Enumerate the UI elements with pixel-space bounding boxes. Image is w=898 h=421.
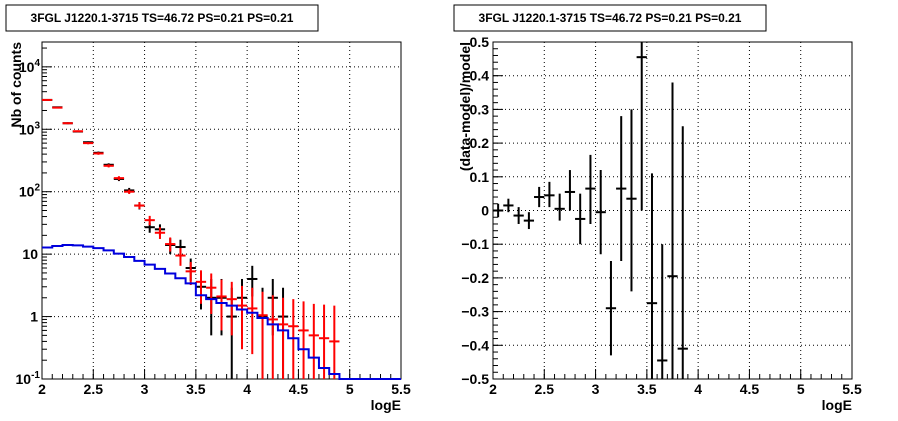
residual-y-tick-label: 0	[481, 203, 489, 219]
counts-data-point	[267, 295, 278, 379]
counts-data-point	[52, 106, 63, 109]
counts-y-axis-title: Nb of counts	[8, 42, 24, 128]
residual-data-point	[534, 186, 545, 208]
counts-x-tick-label: 5.5	[391, 381, 411, 397]
residual-y-tick-label: 0.3	[470, 101, 490, 117]
counts-data-point	[318, 304, 330, 379]
counts-data-point	[154, 227, 166, 239]
residual-title-box: 3FGL J1220.1-3715 TS=46.72 PS=0.21 PS=0.…	[453, 4, 767, 32]
counts-y-tick-label: 10	[22, 246, 38, 262]
counts-data-point	[206, 273, 217, 314]
counts-x-tick-label: 2.5	[84, 381, 104, 397]
counts-data-point	[216, 279, 227, 331]
counts-x-tick-label: 5	[346, 381, 354, 397]
counts-y-tick-label: 102	[19, 183, 41, 200]
counts-data-point	[134, 202, 145, 209]
counts-x-axis-title: logE	[371, 397, 401, 413]
counts-grid	[42, 42, 401, 379]
residual-data-point	[636, 42, 647, 211]
residual-y-tick-label: −0.5	[461, 371, 489, 387]
counts-data-point	[195, 270, 207, 304]
counts-data-point	[226, 281, 237, 336]
residual-data-point	[493, 203, 504, 218]
residual-data-point	[605, 261, 617, 356]
counts-data-point	[144, 215, 155, 226]
residual-data-point	[513, 207, 524, 224]
counts-data-point	[308, 303, 319, 379]
counts-data-point	[175, 248, 186, 266]
residual-y-tick-label: −0.2	[461, 270, 489, 286]
residual-x-tick-label: 3.5	[637, 381, 657, 397]
residual-data-point	[523, 212, 535, 230]
counts-data-point	[247, 287, 258, 355]
counts-data-point	[103, 164, 114, 168]
residual-x-tick-label: 2	[489, 381, 497, 397]
counts-data-point	[165, 237, 176, 252]
counts-data-point	[113, 176, 125, 181]
counts-axis-ticks: 2 2.5 3 3.5 4 4.5 5 5.5 10-1 1 10 102 103 104	[16, 47, 411, 397]
counts-data-point	[42, 98, 53, 101]
residual-y-tick-label: −0.1	[461, 236, 489, 252]
residual-y-tick-label: −0.3	[461, 304, 489, 320]
residual-data-point	[616, 116, 627, 262]
counts-y-tick-label: 104	[19, 58, 41, 75]
counts-x-tick-label: 4.5	[289, 381, 309, 397]
counts-title-box: 3FGL J1220.1-3715 TS=46.72 PS=0.21 PS=0.…	[5, 4, 319, 32]
residual-data-point	[544, 181, 555, 208]
residual-data-point	[667, 82, 678, 379]
residual-title: 3FGL J1220.1-3715 TS=46.72 PS=0.21 PS=0.…	[479, 11, 742, 25]
counts-data	[42, 98, 401, 380]
residual-data-point	[657, 244, 668, 379]
counts-x-tick-label: 4	[243, 381, 251, 397]
residual-data-point	[554, 193, 565, 221]
counts-data-point	[298, 301, 309, 379]
residual-y-tick-label: 0.2	[470, 135, 490, 151]
residual-y-tick-label: 0.5	[470, 34, 490, 50]
residual-data	[493, 42, 688, 379]
residual-data-point	[626, 109, 637, 292]
counts-panel: 2 2.5 3 3.5 4 4.5 5 5.5 10-1 1 10 102 103 104 3FGL J1…	[5, 4, 411, 413]
counts-model-histogram	[42, 244, 401, 380]
residual-data-point	[564, 170, 576, 211]
counts-data-point	[329, 305, 340, 379]
residual-x-tick-label: 2.5	[535, 381, 555, 397]
residual-x-tick-label: 4	[694, 381, 702, 397]
counts-x-tick-label: 2	[38, 381, 46, 397]
counts-data-point	[83, 142, 94, 145]
residual-x-tick-label: 4.5	[740, 381, 760, 397]
counts-data-point	[185, 261, 196, 286]
residual-grid	[493, 42, 852, 379]
residual-x-tick-label: 3	[592, 381, 600, 397]
counts-data-point	[124, 189, 135, 194]
residual-y-axis-title: (data-model)/model	[457, 42, 473, 171]
counts-title: 3FGL J1220.1-3715 TS=46.72 PS=0.21 PS=0.…	[31, 11, 294, 25]
counts-y-tick-label: 103	[19, 120, 41, 137]
counts-x-tick-label: 3.5	[186, 381, 206, 397]
counts-data-point	[257, 291, 268, 379]
counts-data-point	[93, 152, 104, 155]
residual-y-tick-label: −0.4	[461, 337, 489, 353]
residual-data-point	[595, 170, 606, 255]
residual-axis-ticks: 2 2.5 3 3.5 4 4.5 5 5.5 −0.5 −0.4 −0.3 −0.2 −0.1 0 0.1…	[461, 34, 862, 397]
counts-y-tick-label: 10-1	[16, 370, 41, 387]
counts-data-point	[236, 285, 248, 350]
residual-data-point	[646, 173, 658, 379]
residual-y-tick-label: 0.4	[470, 68, 490, 84]
residual-x-tick-label: 5.5	[842, 381, 862, 397]
residual-data-point	[503, 198, 514, 213]
counts-x-tick-label: 3	[141, 381, 149, 397]
residual-data-point	[575, 193, 586, 245]
residual-data-point	[585, 154, 596, 224]
counts-data-point	[62, 122, 73, 125]
counts-data-point	[72, 130, 84, 133]
residual-panel: 2 2.5 3 3.5 4 4.5 5 5.5 −0.5 −0.4 −0.3 −0.2 −0.1 0 0.1…	[453, 4, 862, 413]
residual-x-axis-title: logE	[822, 397, 852, 413]
counts-y-tick-label: 1	[30, 309, 38, 325]
counts-data-point	[277, 297, 289, 379]
residual-x-tick-label: 5	[797, 381, 805, 397]
residual-data-point	[677, 126, 688, 379]
residual-y-tick-label: 0.1	[470, 169, 490, 185]
